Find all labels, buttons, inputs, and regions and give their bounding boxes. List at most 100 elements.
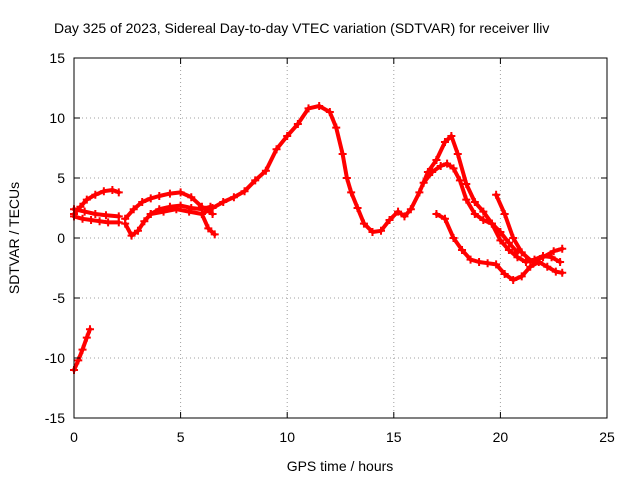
data-point [526, 262, 535, 271]
data-point [377, 226, 386, 235]
data-point [159, 207, 168, 216]
data-point [338, 150, 347, 158]
plot-frame [73, 57, 608, 419]
data-point [208, 204, 217, 212]
data-point [368, 228, 377, 236]
data-point [492, 260, 501, 269]
data-point [539, 253, 548, 262]
data-point [165, 189, 174, 198]
data-point [470, 210, 479, 218]
data-point [517, 272, 526, 281]
data-point [549, 247, 558, 256]
data-point [347, 188, 356, 197]
data-point [342, 174, 351, 182]
data-point [496, 228, 505, 236]
data-point [99, 187, 108, 196]
data-point [315, 102, 324, 110]
y-tick-label: -15 [45, 410, 65, 426]
data-point [325, 108, 334, 116]
data-point [91, 190, 100, 199]
data-point [293, 120, 302, 128]
data-point [428, 168, 437, 176]
data-point [121, 219, 130, 228]
data-point [261, 166, 270, 175]
x-tick-label: 0 [70, 429, 78, 445]
data-point [219, 198, 228, 206]
data-point [496, 236, 505, 245]
data-point [251, 176, 260, 185]
x-tick-label: 5 [177, 429, 185, 445]
series-track-lower [434, 212, 565, 282]
data-point [138, 198, 147, 206]
data-point [101, 211, 110, 220]
data-point [447, 132, 456, 140]
data-point [229, 193, 238, 202]
y-tick-label: 5 [57, 170, 65, 186]
data-point [114, 212, 123, 221]
data-point [133, 226, 142, 235]
data-point [458, 246, 467, 254]
data-point [462, 180, 471, 188]
data-point [558, 244, 567, 253]
y-axis-label: SDTVAR / TECUs [6, 182, 22, 294]
data-point [415, 188, 424, 197]
grid-lines [74, 58, 607, 418]
axis-ticks [73, 57, 608, 419]
data-point [353, 204, 362, 212]
data-point [283, 132, 292, 140]
data-point [432, 156, 441, 164]
data-point [87, 216, 96, 224]
data-point [449, 164, 458, 173]
data-point [509, 234, 518, 242]
data-point [440, 138, 449, 146]
data-point [556, 258, 565, 266]
data-point [394, 207, 403, 216]
data-point [500, 270, 509, 278]
data-point [78, 214, 87, 223]
data-point [155, 192, 164, 200]
data-point [479, 207, 488, 216]
data-point [95, 217, 104, 226]
data-point [127, 231, 136, 240]
data-point [504, 238, 513, 247]
data-point [114, 188, 123, 197]
data-point [440, 214, 449, 223]
data-point [419, 178, 428, 187]
y-tick-label: 15 [49, 50, 65, 66]
data-point [204, 224, 213, 233]
data-point [449, 234, 458, 242]
data-point [551, 267, 560, 276]
data-point [82, 333, 91, 342]
data-point [304, 104, 313, 113]
x-tick-label: 10 [279, 429, 295, 445]
data-point [483, 259, 492, 268]
data-point [432, 210, 441, 218]
data-point [406, 205, 415, 214]
data-point [455, 176, 464, 185]
data-point [104, 218, 113, 227]
x-tick-label: 20 [493, 429, 509, 445]
data-point [85, 325, 94, 334]
data-point [443, 159, 452, 168]
y-tick-label: -5 [53, 290, 66, 306]
data-point [185, 207, 194, 216]
data-point [176, 188, 185, 197]
data-point [436, 162, 445, 170]
data-point [172, 205, 181, 214]
y-tick-label: -10 [45, 350, 65, 366]
data-point [487, 219, 496, 228]
data-point [146, 194, 155, 203]
data-point [332, 123, 341, 132]
data-point [558, 268, 567, 277]
data-point [509, 276, 518, 284]
y-tick-labels: -15 -10 -5 0 5 10 15 [45, 50, 65, 426]
chart-title: Day 325 of 2023, Sidereal Day-to-day VTE… [54, 20, 549, 36]
data-point [82, 195, 91, 204]
data-point [359, 219, 368, 228]
data-point [479, 216, 488, 224]
data-point [197, 210, 206, 218]
data-point [240, 187, 249, 196]
data-point [91, 210, 100, 218]
data-series [70, 102, 567, 374]
